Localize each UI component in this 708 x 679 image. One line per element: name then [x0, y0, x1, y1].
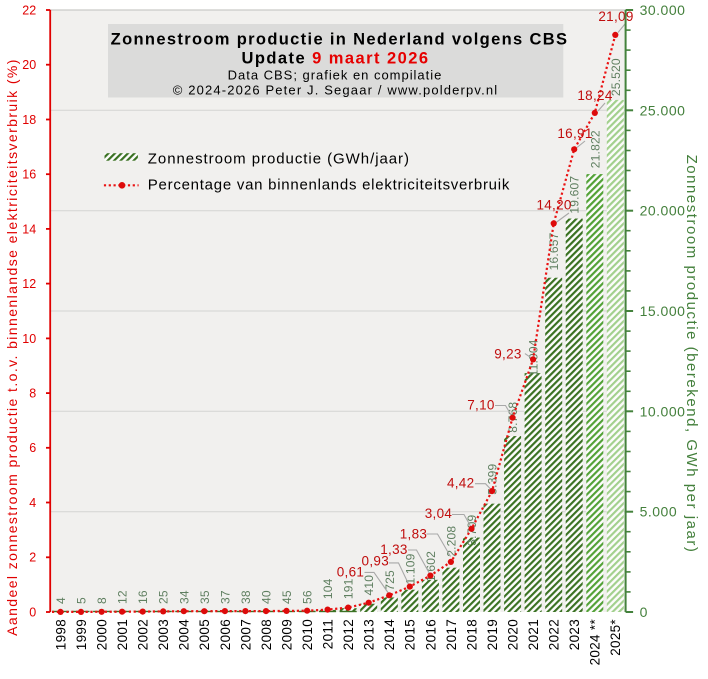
- svg-text:6: 6: [29, 441, 36, 455]
- svg-text:9,23: 9,23: [494, 347, 521, 362]
- svg-text:2007: 2007: [238, 619, 253, 650]
- svg-text:25.000: 25.000: [640, 102, 686, 118]
- svg-text:2006: 2006: [218, 619, 233, 650]
- svg-text:2000: 2000: [95, 619, 110, 650]
- svg-text:2009: 2009: [279, 619, 294, 650]
- svg-text:12: 12: [22, 277, 36, 291]
- svg-text:2020: 2020: [506, 619, 521, 650]
- svg-text:16,91: 16,91: [557, 126, 592, 141]
- svg-text:0: 0: [29, 605, 36, 619]
- svg-text:5: 5: [75, 597, 89, 604]
- svg-text:2010: 2010: [300, 619, 315, 650]
- svg-text:2003: 2003: [156, 619, 171, 650]
- svg-text:Percentage van binnenlands ele: Percentage van binnenlands elektriciteit…: [148, 176, 510, 193]
- svg-text:16: 16: [136, 590, 150, 604]
- svg-text:2: 2: [29, 551, 36, 565]
- svg-text:35: 35: [198, 590, 212, 604]
- svg-text:4: 4: [54, 597, 68, 604]
- svg-text:© 2024-2026 Peter J. Segaar /: © 2024-2026 Peter J. Segaar / www.polder…: [173, 83, 499, 98]
- svg-text:18: 18: [22, 113, 36, 127]
- svg-text:2.208: 2.208: [444, 526, 458, 557]
- svg-text:8: 8: [29, 387, 36, 401]
- svg-text:191: 191: [342, 578, 356, 599]
- svg-text:40: 40: [260, 590, 274, 604]
- svg-text:104: 104: [321, 578, 335, 599]
- svg-text:7,10: 7,10: [467, 398, 494, 413]
- svg-text:2025*: 2025*: [608, 619, 623, 656]
- svg-text:20.000: 20.000: [640, 203, 686, 219]
- svg-text:18,24: 18,24: [577, 88, 612, 103]
- svg-text:10: 10: [22, 332, 36, 346]
- svg-text:45: 45: [280, 590, 294, 604]
- svg-text:25: 25: [157, 590, 171, 604]
- svg-text:2011: 2011: [321, 619, 336, 649]
- svg-text:2012: 2012: [341, 619, 356, 650]
- svg-text:3,04: 3,04: [425, 506, 453, 521]
- svg-text:21,09: 21,09: [598, 9, 633, 24]
- svg-text:8: 8: [95, 597, 109, 604]
- svg-text:2013: 2013: [362, 619, 377, 650]
- svg-text:2017: 2017: [444, 619, 459, 650]
- svg-text:2023: 2023: [567, 619, 582, 650]
- svg-text:38: 38: [239, 590, 253, 604]
- svg-text:16: 16: [22, 168, 36, 182]
- svg-text:2008: 2008: [259, 619, 274, 650]
- svg-text:1.109: 1.109: [403, 553, 417, 584]
- svg-text:Data CBS; grafiek en compilat: Data CBS; grafiek en compilatie: [228, 67, 443, 82]
- svg-text:12: 12: [116, 590, 130, 604]
- svg-text:5.000: 5.000: [640, 504, 678, 520]
- svg-text:30.000: 30.000: [640, 2, 686, 18]
- svg-text:2015: 2015: [403, 619, 418, 650]
- svg-text:14,20: 14,20: [536, 198, 571, 213]
- svg-text:Update 9 maart 2026: Update 9 maart 2026: [241, 50, 429, 68]
- svg-text:56: 56: [301, 590, 315, 604]
- svg-text:37: 37: [218, 590, 232, 604]
- svg-text:22: 22: [22, 3, 36, 17]
- svg-text:2018: 2018: [464, 619, 479, 650]
- svg-text:15.000: 15.000: [640, 303, 686, 319]
- svg-text:Zonnestroom productie (bereken: Zonnestroom productie (berekend, GWh per…: [683, 155, 700, 554]
- svg-text:Zonnestroom productie (GWh/jaa: Zonnestroom productie (GWh/jaar): [148, 150, 410, 167]
- svg-text:0,61: 0,61: [337, 565, 364, 580]
- svg-text:2001: 2001: [115, 619, 130, 650]
- svg-text:1,33: 1,33: [380, 542, 407, 557]
- svg-text:2005: 2005: [197, 619, 212, 650]
- svg-text:2022: 2022: [547, 619, 562, 650]
- svg-text:Zonnestroom productie in Neder: Zonnestroom productie in Nederland volge…: [111, 30, 569, 48]
- svg-text:0: 0: [640, 604, 648, 620]
- svg-text:1998: 1998: [53, 619, 68, 650]
- svg-text:2014: 2014: [382, 619, 397, 650]
- svg-text:1999: 1999: [74, 619, 89, 650]
- svg-text:14: 14: [22, 222, 36, 236]
- svg-text:34: 34: [177, 590, 191, 604]
- svg-text:410: 410: [362, 575, 376, 596]
- svg-text:2002: 2002: [136, 619, 151, 650]
- svg-text:2016: 2016: [423, 619, 438, 650]
- svg-text:4: 4: [29, 496, 36, 510]
- svg-text:2004: 2004: [177, 619, 192, 650]
- svg-text:2019: 2019: [485, 619, 500, 650]
- svg-text:Aandeel zonnestroom productie: Aandeel zonnestroom productie t.o.v. bin…: [4, 58, 20, 636]
- svg-text:2024 **: 2024 **: [588, 619, 603, 666]
- svg-text:10.000: 10.000: [640, 403, 686, 419]
- svg-text:20: 20: [22, 58, 36, 72]
- svg-text:1,83: 1,83: [400, 527, 427, 542]
- svg-text:4,42: 4,42: [447, 476, 474, 491]
- svg-text:2021: 2021: [526, 619, 541, 650]
- svg-text:16.657: 16.657: [547, 232, 561, 270]
